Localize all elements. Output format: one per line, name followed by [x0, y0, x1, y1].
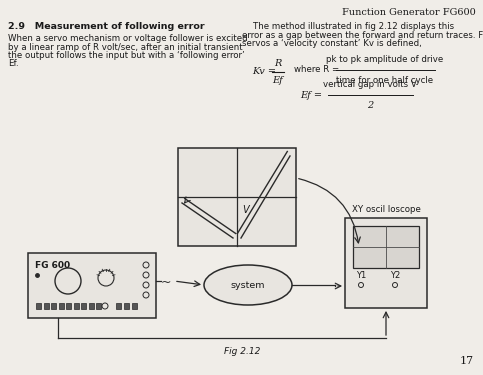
Text: 17: 17 — [460, 356, 474, 366]
Bar — [88, 303, 94, 309]
Bar — [66, 303, 71, 309]
Bar — [116, 303, 121, 309]
Text: Y1: Y1 — [356, 271, 366, 280]
Circle shape — [143, 262, 149, 268]
Text: 2: 2 — [367, 101, 373, 110]
Bar — [96, 303, 101, 309]
Text: When a servo mechanism or voltage follower is excited: When a servo mechanism or voltage follow… — [8, 34, 248, 43]
Text: Ef.: Ef. — [8, 60, 19, 69]
Text: Function Generator FG600: Function Generator FG600 — [342, 8, 476, 17]
Text: V: V — [242, 205, 249, 215]
Bar — [58, 303, 63, 309]
Bar — [178, 148, 296, 246]
Text: system: system — [231, 282, 265, 291]
Ellipse shape — [204, 265, 292, 305]
Text: XY oscil loscope: XY oscil loscope — [352, 205, 420, 214]
Text: The method illustrated in fig 2.12 displays this: The method illustrated in fig 2.12 displ… — [242, 22, 454, 31]
Bar — [81, 303, 86, 309]
Text: R: R — [274, 59, 282, 68]
Text: error as a gap between the forward and return traces. For: error as a gap between the forward and r… — [242, 30, 483, 39]
Circle shape — [55, 268, 81, 294]
Text: FG 600: FG 600 — [35, 261, 70, 270]
Text: Ef: Ef — [272, 76, 284, 85]
Bar — [28, 253, 156, 318]
Text: where R =: where R = — [294, 64, 339, 74]
Text: by a linear ramp of R volt/sec, after an initial transient: by a linear ramp of R volt/sec, after an… — [8, 42, 242, 51]
Text: time for one half cycle: time for one half cycle — [337, 76, 434, 85]
Text: ~: ~ — [161, 276, 171, 288]
Circle shape — [98, 270, 114, 286]
Circle shape — [143, 282, 149, 288]
Text: vertical gap in volts V: vertical gap in volts V — [323, 80, 417, 89]
Text: 2.9   Measurement of following error: 2.9 Measurement of following error — [8, 22, 205, 31]
Circle shape — [393, 282, 398, 288]
Text: Ef =: Ef = — [300, 92, 322, 100]
Bar — [345, 218, 427, 308]
Text: Kv =: Kv = — [252, 68, 276, 76]
Circle shape — [102, 303, 108, 309]
Bar — [36, 303, 41, 309]
Text: the output follows the input but with a ‘following error’: the output follows the input but with a … — [8, 51, 245, 60]
Circle shape — [358, 282, 364, 288]
Bar — [132, 303, 137, 309]
Bar — [73, 303, 79, 309]
Circle shape — [143, 272, 149, 278]
Text: servos a ‘velocity constant’ Kv is defined,: servos a ‘velocity constant’ Kv is defin… — [242, 39, 422, 48]
Text: pk to pk amplitude of drive: pk to pk amplitude of drive — [327, 55, 443, 64]
Bar — [353, 226, 419, 268]
Text: Y2: Y2 — [390, 271, 400, 280]
Bar — [43, 303, 48, 309]
Text: Fig 2.12: Fig 2.12 — [224, 347, 260, 356]
Bar — [51, 303, 56, 309]
Bar — [124, 303, 129, 309]
Circle shape — [143, 292, 149, 298]
